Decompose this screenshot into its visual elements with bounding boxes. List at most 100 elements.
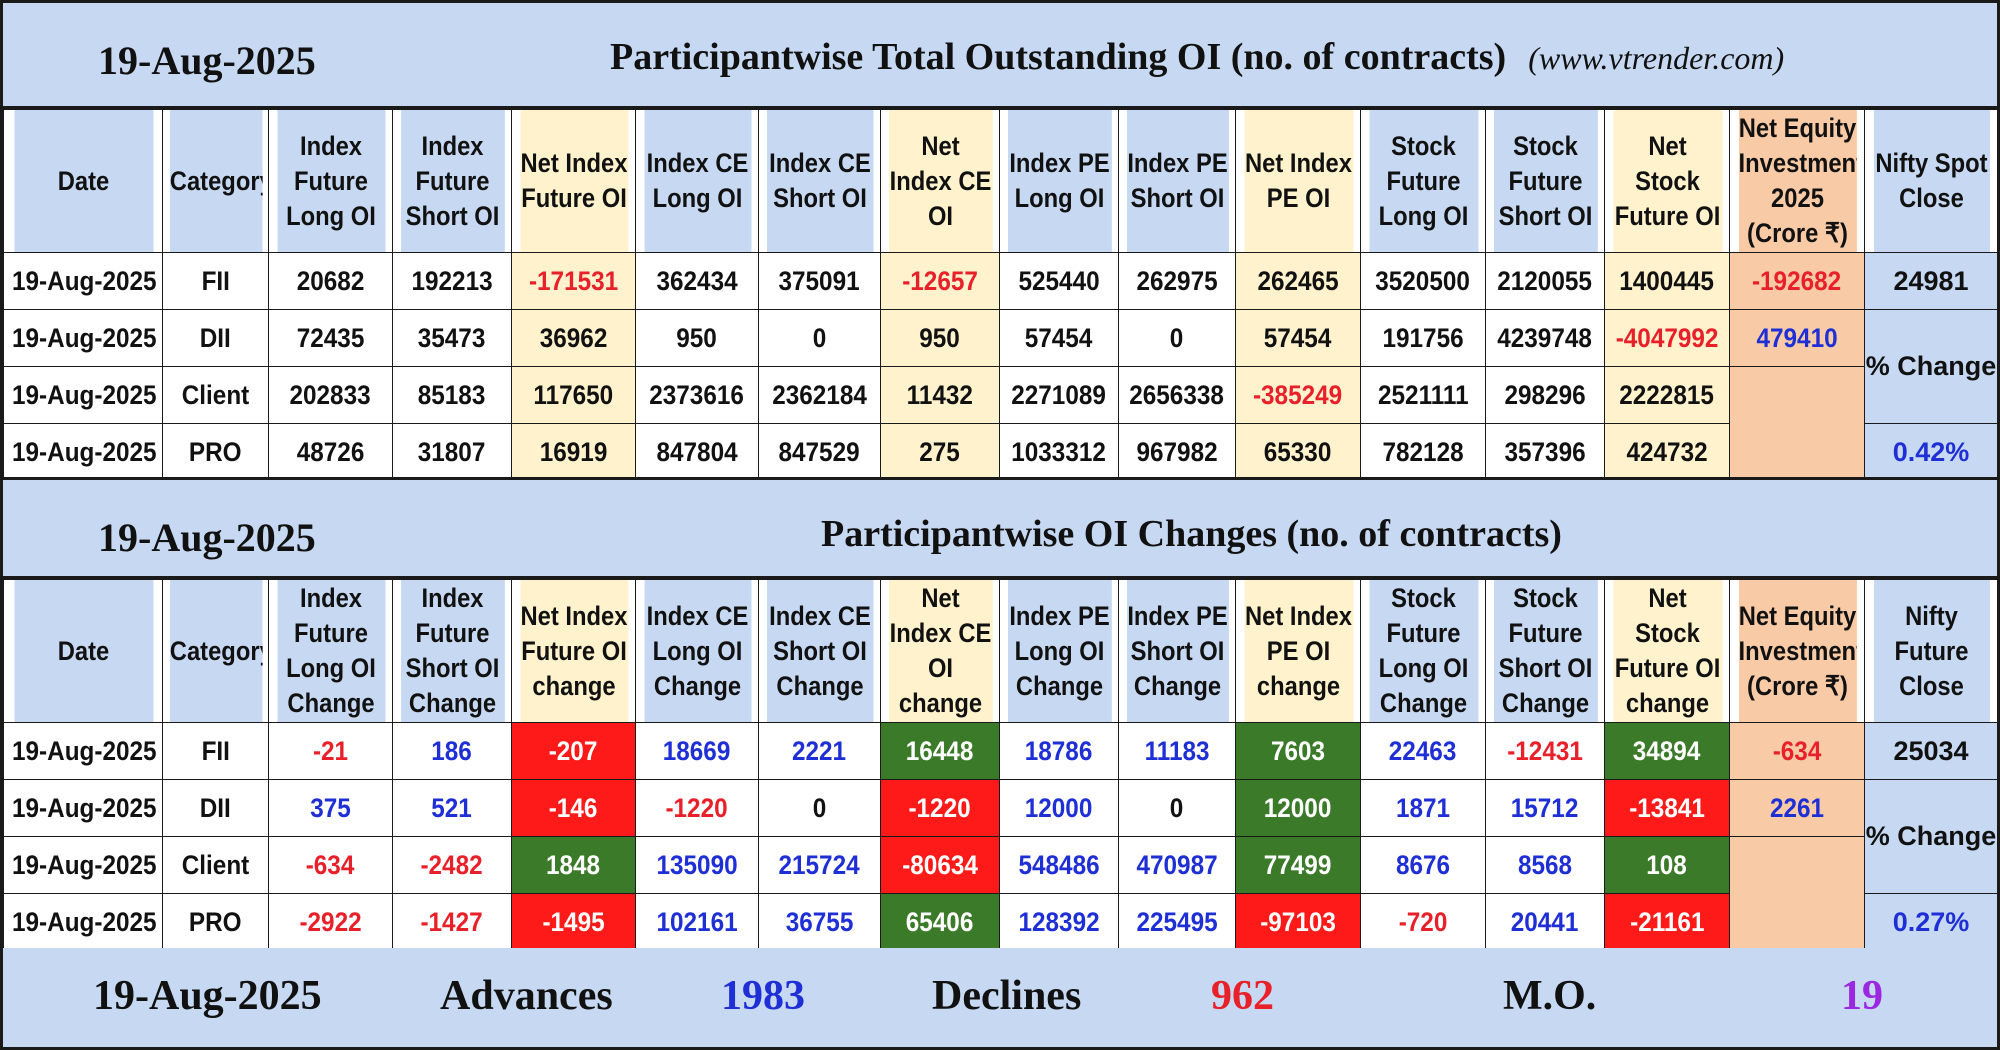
cell-value: 2271089 bbox=[1011, 379, 1107, 410]
data-cell: 192213 bbox=[392, 252, 512, 310]
row-category: FII bbox=[162, 722, 269, 780]
cell-value: -2922 bbox=[299, 906, 362, 937]
cell-value: 34894 bbox=[1633, 735, 1701, 766]
data-cell: 1033312 bbox=[999, 423, 1119, 481]
col-header: Nifty Future Close bbox=[1872, 579, 1990, 723]
data-cell: 2222815 bbox=[1604, 366, 1730, 424]
col-header: Index CE Short OI bbox=[765, 109, 874, 253]
data-cell: 65406 bbox=[880, 893, 1000, 951]
data-cell: 298296 bbox=[1485, 366, 1605, 424]
cell-value: -171531 bbox=[528, 265, 619, 296]
cell-value: 215724 bbox=[778, 849, 861, 880]
row-category: PRO bbox=[162, 893, 269, 951]
row-date: 19-Aug-2025 bbox=[3, 423, 163, 481]
cell-value: -634 bbox=[1772, 735, 1822, 766]
data-cell: 22463 bbox=[1360, 722, 1486, 780]
col-header: Index PE Short OI bbox=[1125, 109, 1229, 253]
data-cell: 275 bbox=[880, 423, 1000, 481]
cell-value: 1848 bbox=[546, 849, 601, 880]
cell-value: 19-Aug-2025 bbox=[12, 379, 157, 410]
data-cell: -1427 bbox=[392, 893, 512, 951]
data-cell: -21 bbox=[268, 722, 393, 780]
declines-value: 962 bbox=[1211, 973, 1274, 1019]
col-header: Net Index PE OI bbox=[1242, 109, 1354, 253]
data-cell: 262975 bbox=[1118, 252, 1236, 310]
data-cell: 57454 bbox=[999, 309, 1119, 367]
cell-value: FII bbox=[201, 735, 230, 766]
cell-value: 191756 bbox=[1382, 322, 1464, 353]
col-header: Index Future Short OI Change bbox=[399, 579, 505, 723]
data-cell: 77499 bbox=[1235, 836, 1361, 894]
site-url: (www.vtrender.com) bbox=[1528, 40, 1785, 76]
col-header: Net Stock Future OI bbox=[1611, 109, 1723, 253]
cell-value: 847804 bbox=[656, 436, 738, 467]
cell-value: 12000 bbox=[1264, 792, 1332, 823]
cell-value: 1400445 bbox=[1619, 265, 1715, 296]
data-cell: 20682 bbox=[268, 252, 393, 310]
table-row: 19-Aug-2025 Client -634 -2482 1848 135090 2157… bbox=[3, 836, 1998, 951]
cell-value: PRO bbox=[189, 436, 242, 467]
cell-value: -1220 bbox=[665, 792, 729, 823]
cell-value: 225495 bbox=[1136, 906, 1218, 937]
cell-value: 298296 bbox=[1504, 379, 1586, 410]
col-header: Stock Future Long OI Change bbox=[1367, 579, 1479, 723]
data-cell: 1400445 bbox=[1604, 252, 1730, 310]
data-cell: 8568 bbox=[1485, 836, 1605, 894]
data-cell: 1848 bbox=[511, 836, 636, 894]
data-cell: 102161 bbox=[635, 893, 759, 951]
cell-value: 1033312 bbox=[1011, 436, 1107, 467]
data-cell: 847804 bbox=[635, 423, 759, 481]
table-row: 19-Aug-2025 DII 375 521 -146 -1220 0 -1220 12000… bbox=[3, 779, 1998, 894]
cell-value: -2482 bbox=[420, 849, 484, 880]
data-cell: 1871 bbox=[1360, 779, 1486, 837]
cell-value: 186 bbox=[431, 735, 473, 766]
cell-value: 8676 bbox=[1395, 849, 1451, 880]
cell-value: 35473 bbox=[418, 322, 486, 353]
cell-value: 950 bbox=[676, 322, 718, 353]
cell-value: 950 bbox=[919, 322, 961, 353]
data-cell: 36755 bbox=[758, 893, 881, 951]
col-header: Stock Future Short OI Change bbox=[1492, 579, 1598, 723]
outstanding-oi-table: Date Category Index Future Long OI Index… bbox=[3, 109, 1998, 481]
cell-value: 18669 bbox=[663, 735, 731, 766]
cell-value: 782128 bbox=[1382, 436, 1464, 467]
row-category: FII bbox=[162, 252, 269, 310]
cell-value: 2221 bbox=[792, 735, 847, 766]
cell-value: -146 bbox=[549, 792, 598, 823]
col-header: Index Future Short OI bbox=[399, 109, 505, 253]
cell-value: -192682 bbox=[1752, 265, 1842, 296]
data-cell: -207 bbox=[511, 722, 636, 780]
data-cell: 262465 bbox=[1235, 252, 1361, 310]
cell-value: -21 bbox=[312, 735, 349, 766]
cell-value: 192213 bbox=[411, 265, 493, 296]
data-cell: -634 bbox=[268, 836, 393, 894]
row-date: 19-Aug-2025 bbox=[3, 893, 163, 951]
data-cell: 128392 bbox=[999, 893, 1119, 951]
col-header: Net Equity Investment 2025 (Crore ₹) bbox=[1737, 109, 1857, 253]
cell-value: 48726 bbox=[296, 436, 365, 467]
cell-value: 19-Aug-2025 bbox=[12, 906, 157, 937]
data-cell: 0 bbox=[758, 309, 881, 367]
cell-value: 262975 bbox=[1136, 265, 1218, 296]
header-band-outstanding: 19-Aug-2025 Participantwise Total Outsta… bbox=[3, 3, 1997, 109]
cell-value: Client bbox=[181, 379, 250, 410]
advances-value: 1983 bbox=[721, 973, 805, 1019]
col-header: Category bbox=[168, 109, 263, 253]
table-row: 19-Aug-2025 Client 202833 85183 117650 237361… bbox=[3, 366, 1998, 481]
cell-value: -21161 bbox=[1629, 906, 1705, 937]
cell-value: 375 bbox=[310, 792, 351, 823]
data-cell: -192682 bbox=[1729, 252, 1865, 310]
cell-value: 16919 bbox=[539, 436, 608, 467]
table-row: 19-Aug-2025 PRO -2922 -1427 -1495 102161 36755… bbox=[3, 893, 1998, 951]
data-cell: 2373616 bbox=[635, 366, 759, 424]
cell-value: 77499 bbox=[1264, 849, 1332, 880]
data-cell: 135090 bbox=[635, 836, 759, 894]
cell-value: 11432 bbox=[906, 379, 974, 410]
data-cell: 35473 bbox=[392, 309, 512, 367]
cell-value: -720 bbox=[1398, 906, 1448, 937]
data-cell: 362434 bbox=[635, 252, 759, 310]
cell-value: 16448 bbox=[906, 735, 974, 766]
data-cell: 15712 bbox=[1485, 779, 1605, 837]
cell-value: 19-Aug-2025 bbox=[12, 735, 157, 766]
